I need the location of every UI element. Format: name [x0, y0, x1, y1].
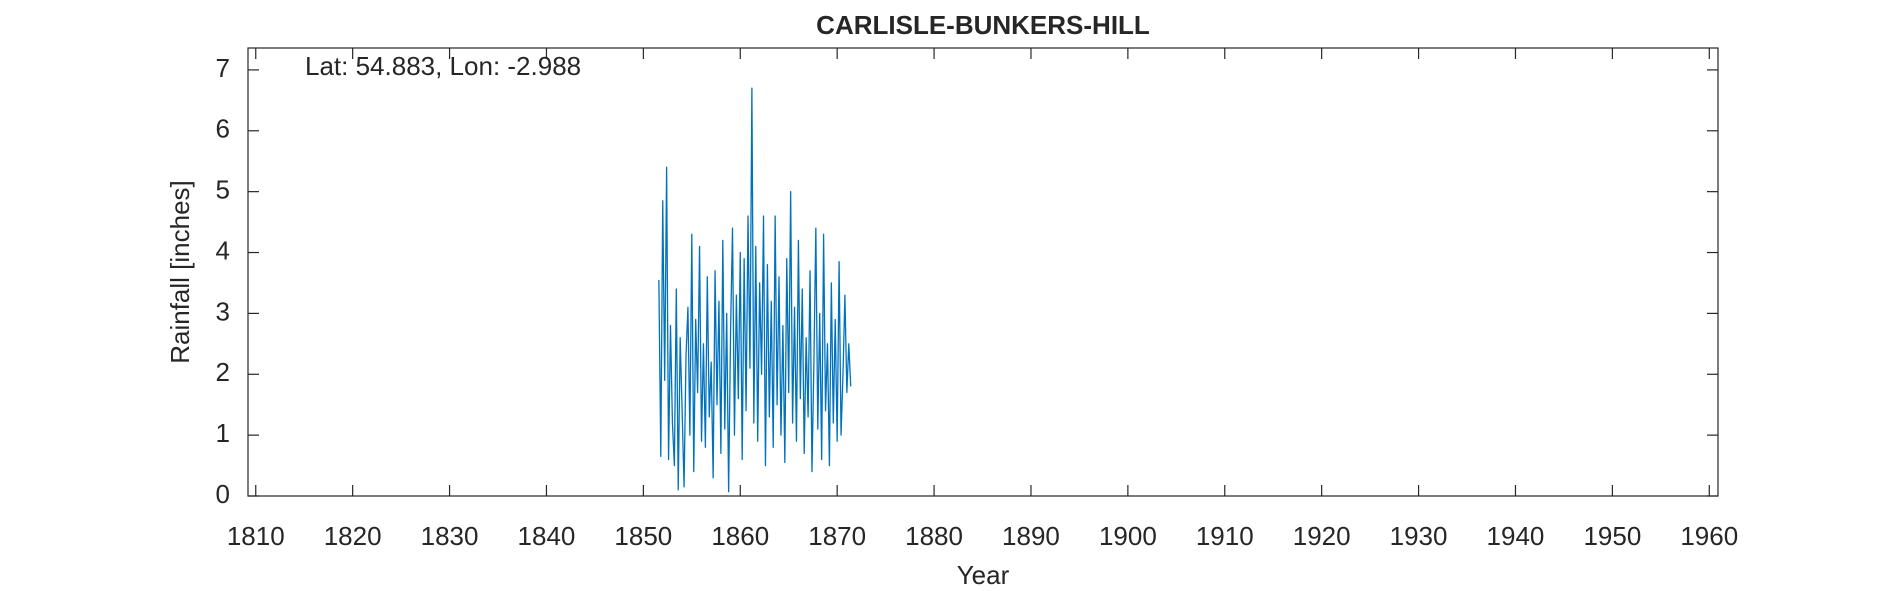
y-axis-label: Rainfall [inches]: [165, 180, 195, 364]
x-tick-label: 1860: [711, 521, 769, 551]
x-tick-label: 1880: [905, 521, 963, 551]
x-tick-label: 1930: [1390, 521, 1448, 551]
x-tick-label: 1950: [1583, 521, 1641, 551]
x-tick-label: 1960: [1680, 521, 1738, 551]
x-tick-label: 1920: [1293, 521, 1351, 551]
x-tick-label: 1890: [1002, 521, 1060, 551]
chart-title: CARLISLE-BUNKERS-HILL: [816, 10, 1150, 40]
y-tick-label: 2: [216, 357, 230, 387]
y-tick-label: 3: [216, 296, 230, 326]
y-tick-label: 4: [216, 235, 230, 265]
y-tick-label: 1: [216, 418, 230, 448]
x-tick-label: 1910: [1196, 521, 1254, 551]
x-tick-label: 1940: [1487, 521, 1545, 551]
y-tick-label: 6: [216, 114, 230, 144]
y-tick-label: 5: [216, 175, 230, 205]
x-tick-label: 1900: [1099, 521, 1157, 551]
x-tick-label: 1810: [227, 521, 285, 551]
x-axis-label: Year: [957, 560, 1010, 590]
x-tick-label: 1840: [518, 521, 576, 551]
x-tick-label: 1850: [614, 521, 672, 551]
x-tick-label: 1870: [808, 521, 866, 551]
x-tick-label: 1830: [421, 521, 479, 551]
plot-frame: [247, 47, 1719, 497]
data-line: [658, 87, 852, 493]
y-tick-label: 7: [216, 53, 230, 83]
y-tick-label: 0: [216, 479, 230, 509]
annotation: Lat: 54.883, Lon: -2.988: [305, 51, 581, 81]
x-tick-label: 1820: [324, 521, 382, 551]
